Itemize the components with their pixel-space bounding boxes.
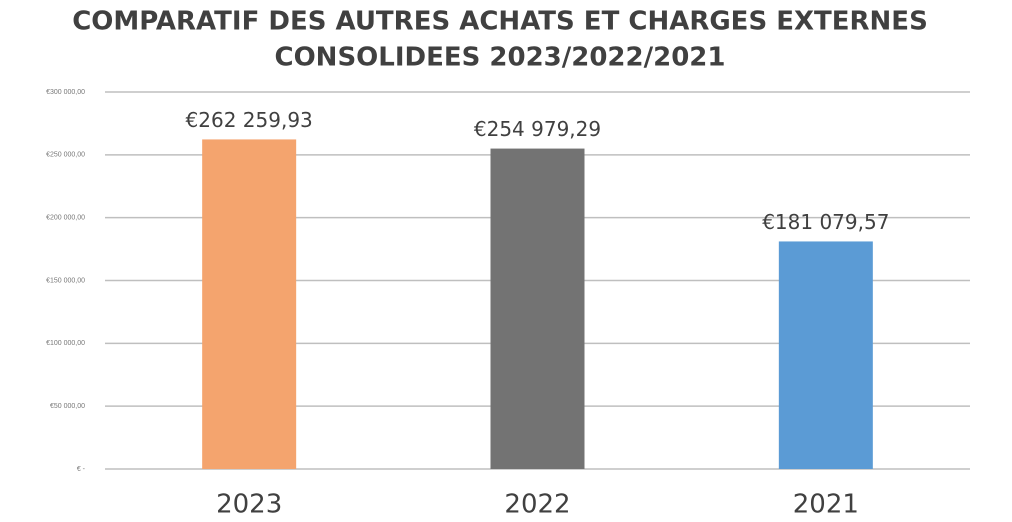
chart-title: COMPARATIF DES AUTRES ACHATS ET CHARGES … — [72, 7, 928, 37]
y-tick-label: €250 000,00 — [46, 152, 85, 159]
y-tick-label: €50 000,00 — [50, 403, 85, 410]
y-tick-label: €150 000,00 — [46, 277, 85, 284]
y-tick-label: € - — [77, 466, 86, 473]
x-tick-label: 2022 — [504, 490, 570, 520]
data-label: €181 079,57 — [762, 210, 889, 234]
bar — [490, 148, 585, 469]
bar — [202, 139, 297, 469]
data-label: €262 259,93 — [186, 108, 313, 132]
x-tick-label: 2021 — [793, 490, 859, 520]
y-tick-label: €100 000,00 — [46, 340, 85, 347]
y-tick-label: €300 000,00 — [46, 89, 85, 96]
bar — [778, 241, 873, 469]
data-label: €254 979,29 — [474, 117, 601, 141]
chart-title: CONSOLIDEES 2023/2022/2021 — [275, 43, 726, 73]
x-tick-label: 2023 — [216, 490, 282, 520]
y-tick-label: €200 000,00 — [46, 215, 85, 222]
